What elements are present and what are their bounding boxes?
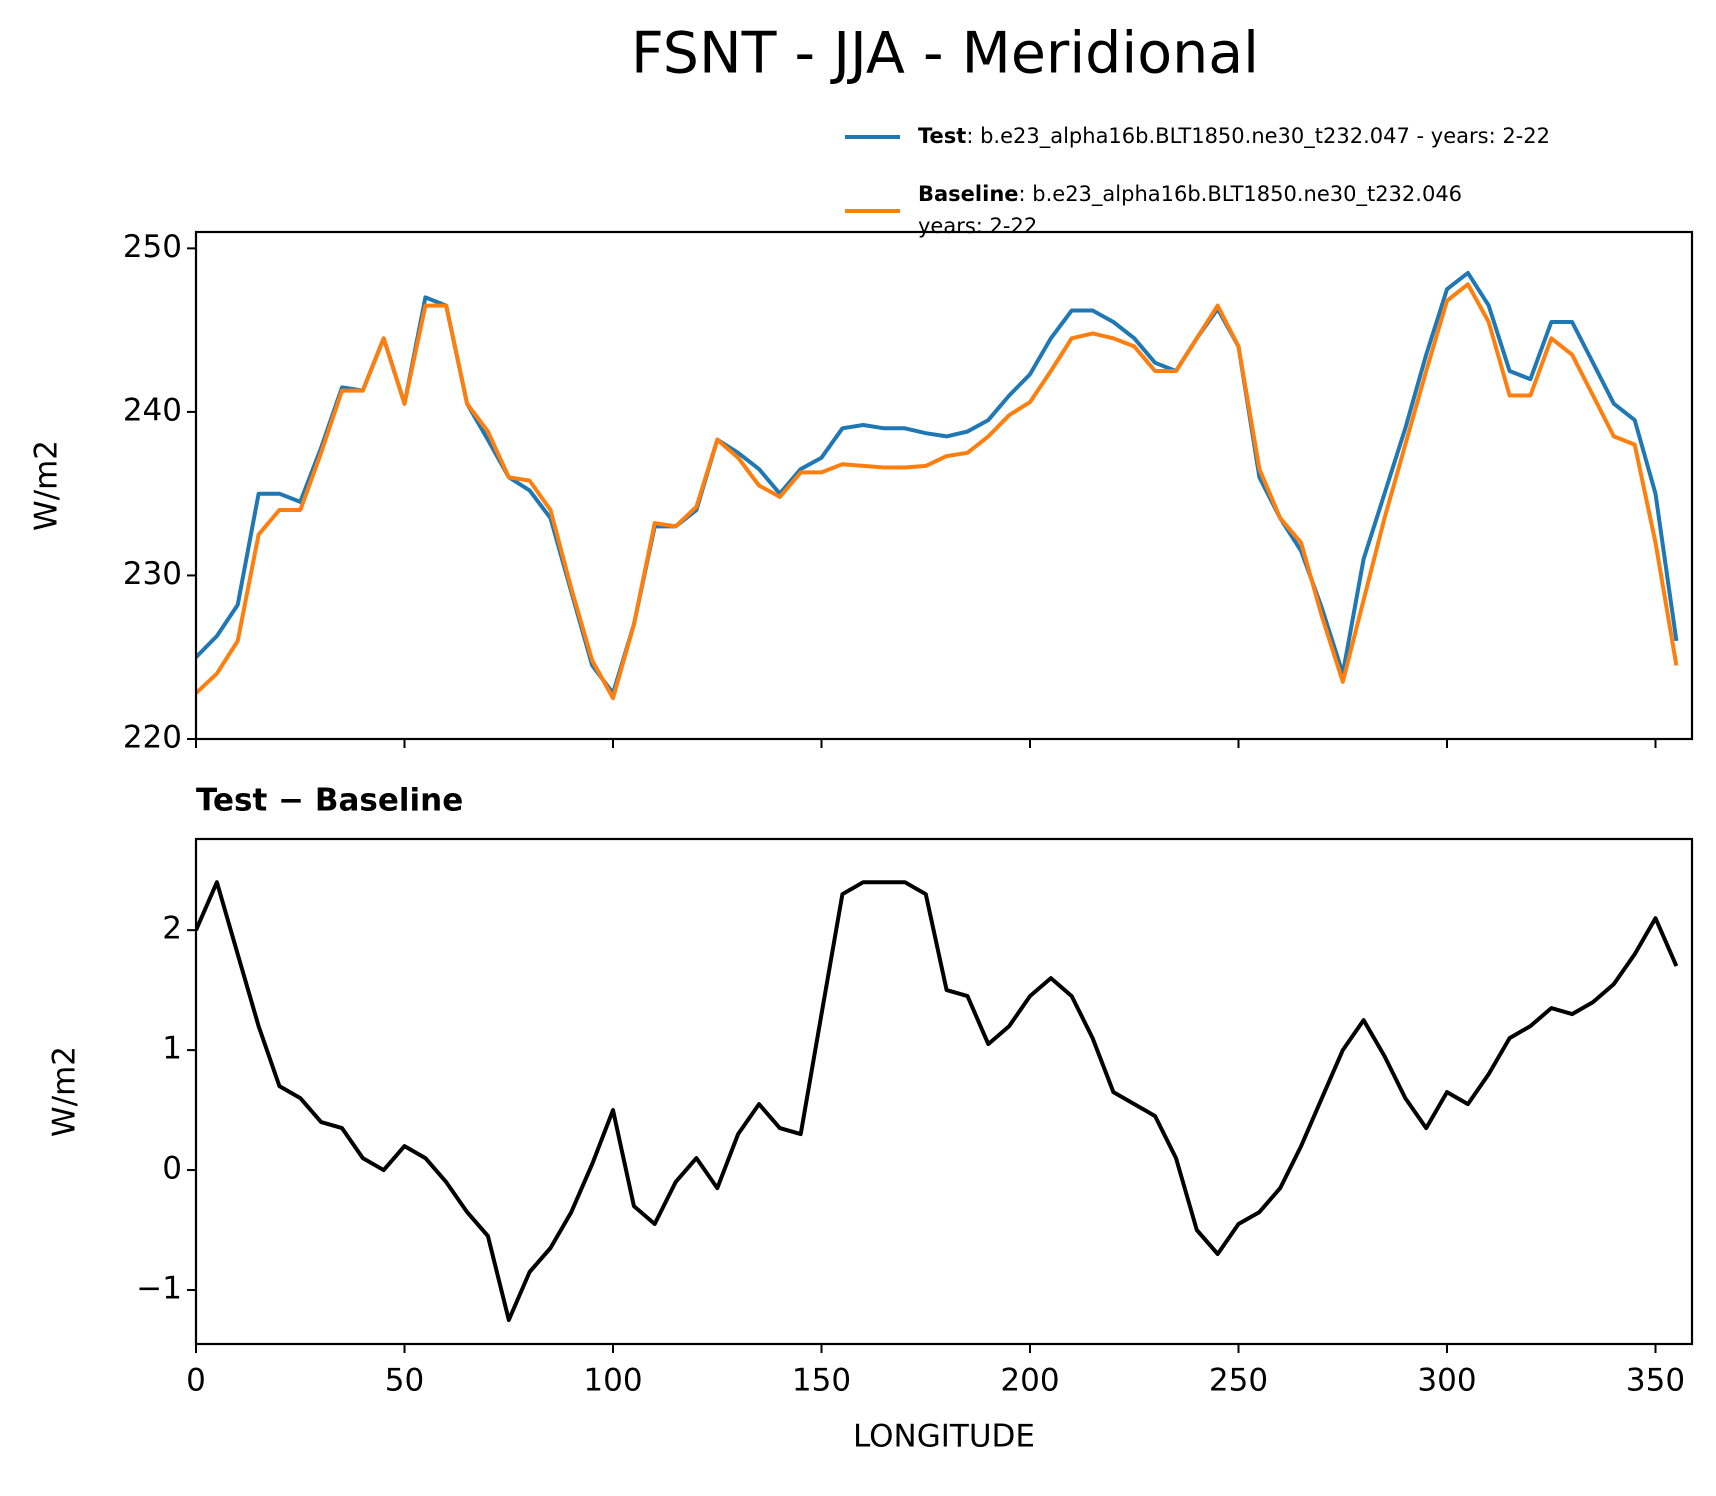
legend-description: years: 2-22 — [918, 214, 1037, 238]
legend-name: Baseline — [918, 182, 1019, 206]
x-tick-label: 300 — [1417, 1363, 1476, 1399]
x-axis-label: LONGITUDE — [853, 1419, 1035, 1455]
x-tick-label: 50 — [385, 1363, 424, 1399]
subplot-title: Test − Baseline — [196, 783, 463, 819]
y-tick-label: 250 — [123, 229, 182, 265]
x-tick-label: 250 — [1209, 1363, 1268, 1399]
x-tick-label: 0 — [186, 1363, 206, 1399]
legend-description: : b.e23_alpha16b.BLT1850.ne30_t232.047 -… — [966, 124, 1550, 149]
y-tick-label: 240 — [123, 392, 182, 428]
x-tick-label: 100 — [583, 1363, 642, 1399]
legend-name: Test — [918, 124, 966, 148]
legend-label: Test: b.e23_alpha16b.BLT1850.ne30_t232.0… — [918, 124, 1550, 149]
y-tick-label: 0 — [162, 1151, 182, 1187]
axes-frame — [194, 230, 1694, 741]
axes-frame — [194, 837, 1694, 1346]
legend-description: : b.e23_alpha16b.BLT1850.ne30_t232.046 — [1019, 182, 1463, 207]
series-line — [196, 880, 1679, 1322]
y-tick-label: 220 — [123, 720, 182, 756]
x-tick-label: 200 — [1000, 1363, 1059, 1399]
y-axis-label: W/m2 — [29, 440, 65, 531]
y-tick-label: −1 — [136, 1271, 182, 1307]
legend-label: Baseline: b.e23_alpha16b.BLT1850.ne30_t2… — [918, 182, 1462, 238]
y-axis-label: W/m2 — [47, 1046, 83, 1137]
y-tick-label: 2 — [162, 911, 182, 947]
x-tick-label: 350 — [1626, 1363, 1685, 1399]
figure-title: FSNT - JJA - Meridional — [631, 21, 1259, 87]
series-line — [196, 282, 1679, 701]
x-tick-label: 150 — [792, 1363, 851, 1399]
y-tick-label: 1 — [162, 1031, 182, 1067]
y-tick-label: 230 — [123, 556, 182, 592]
